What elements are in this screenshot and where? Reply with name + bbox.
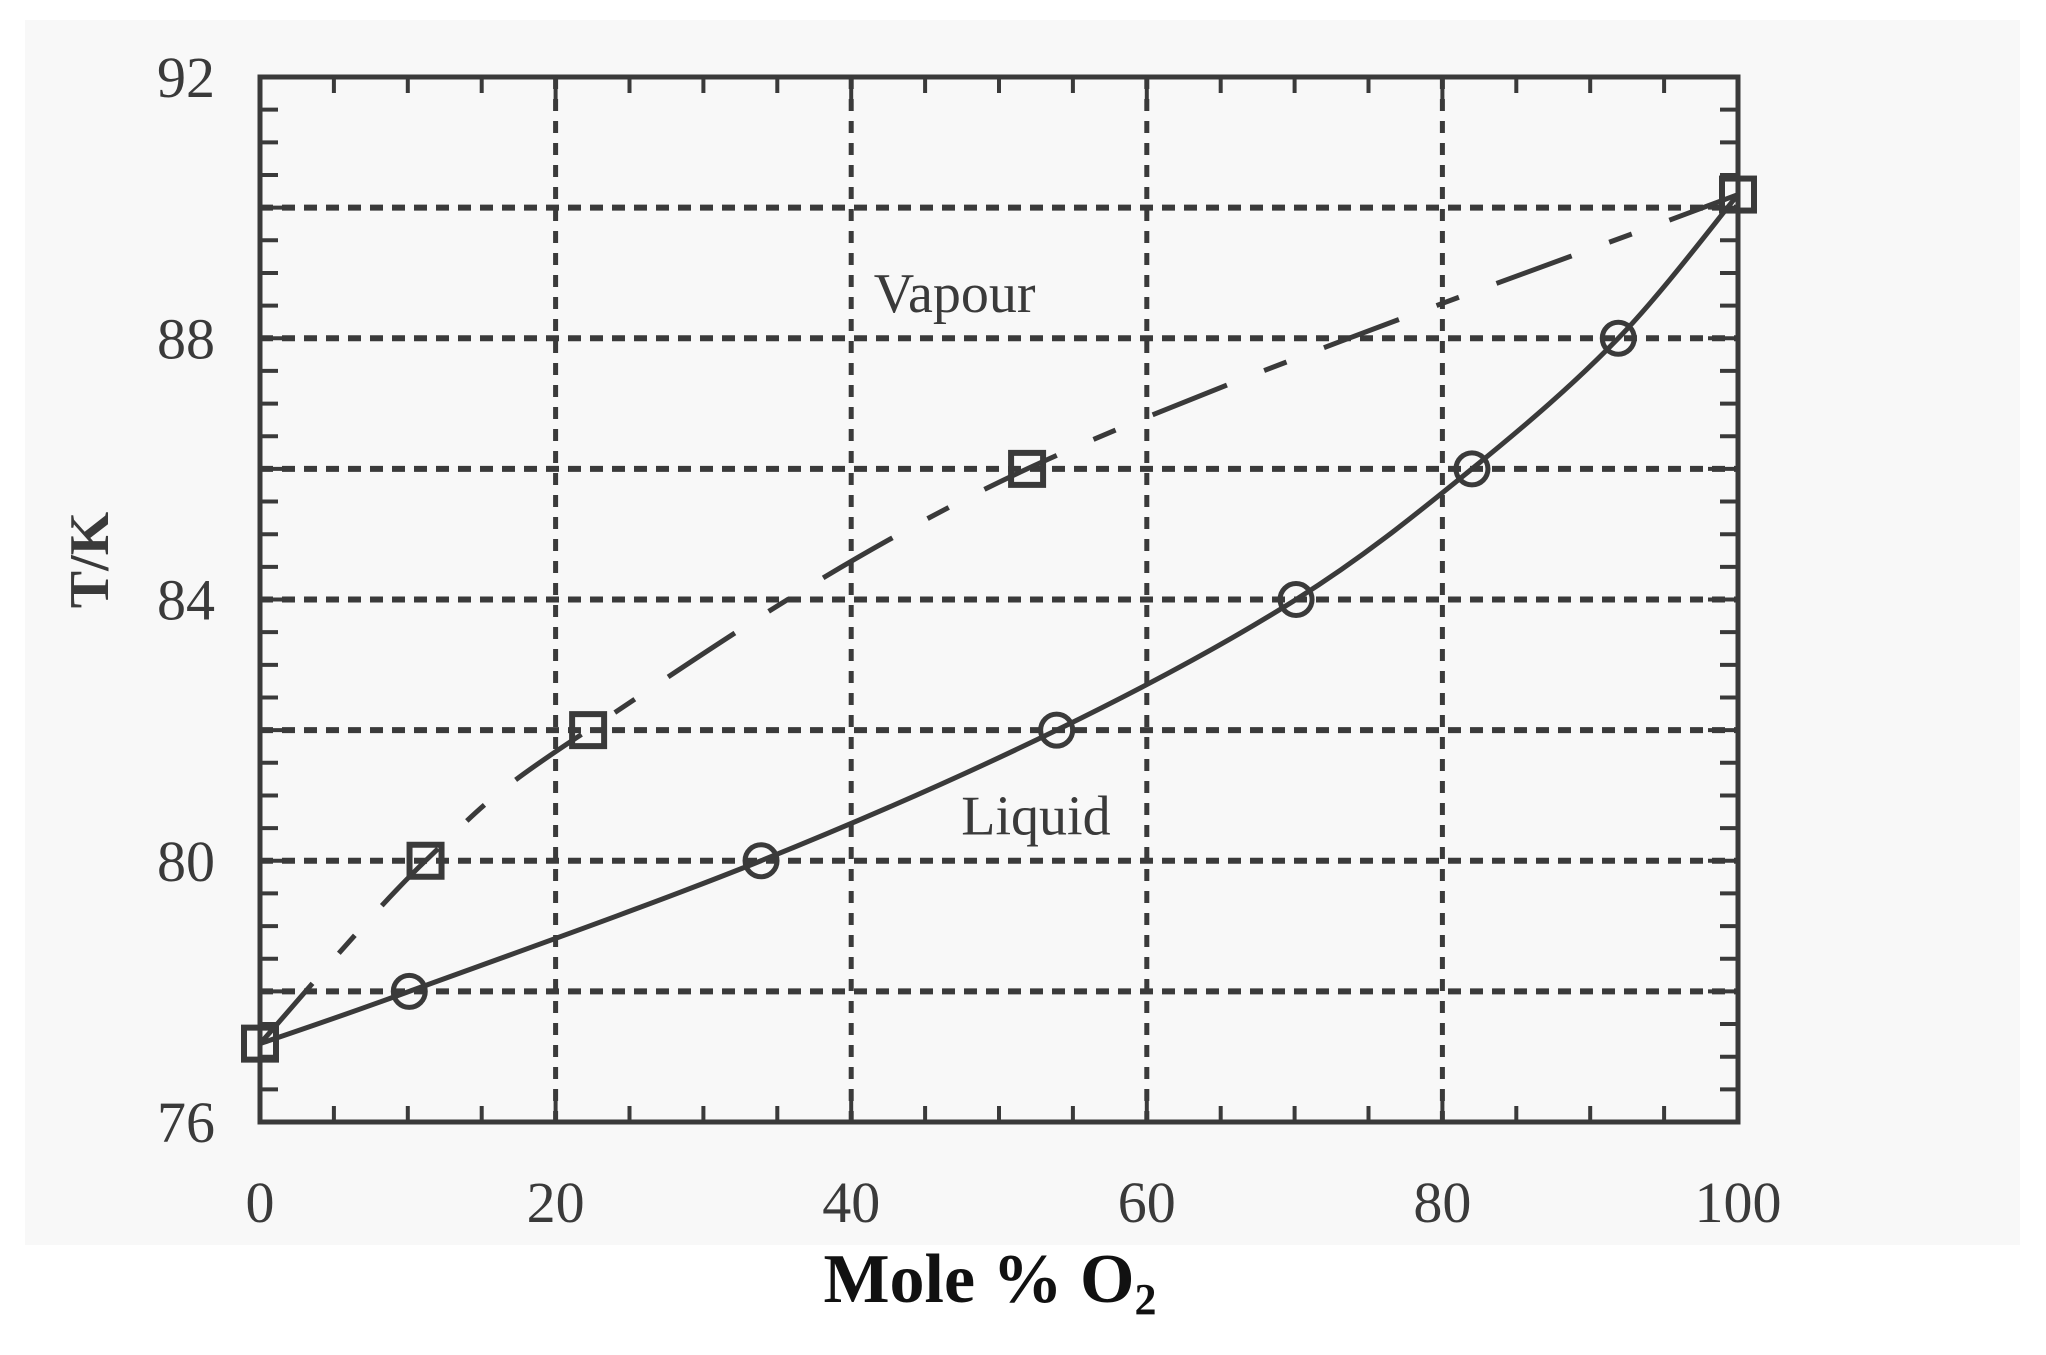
- region-labels: Vapour Liquid: [874, 263, 1111, 848]
- y-axis-title-text: T/K: [59, 511, 121, 608]
- x-tick-label: 80: [1413, 1170, 1471, 1235]
- liquid-curve: [259, 192, 1740, 1046]
- y-tick-label: 92: [157, 45, 215, 110]
- vapour-curve: [258, 192, 1739, 1046]
- y-tick-label: 80: [157, 829, 215, 894]
- x-tick-label: 20: [527, 1170, 585, 1235]
- x-tick-label: 0: [246, 1170, 275, 1235]
- square-marker: [1719, 175, 1757, 214]
- square-marker: [569, 711, 608, 750]
- x-axis-title-main: Mole % O: [823, 1241, 1134, 1318]
- circle-marker: [1599, 319, 1637, 357]
- square-marker: [1008, 449, 1047, 488]
- region-label-liquid: Liquid: [961, 786, 1110, 848]
- circle-marker: [1453, 450, 1491, 488]
- x-axis-title: Mole % O2: [823, 1241, 1156, 1324]
- x-tick-labels: 0 20 40 60 80 100: [246, 1170, 1782, 1235]
- plot-frame: [257, 74, 1741, 1125]
- y-tick-label: 88: [157, 306, 215, 371]
- circle-marker: [1038, 711, 1076, 749]
- gridlines: [260, 77, 1738, 1122]
- x-tick-label: 100: [1695, 1170, 1782, 1235]
- region-label-vapour: Vapour: [874, 263, 1036, 325]
- circle-marker: [742, 842, 780, 880]
- data-series: [241, 175, 1757, 1063]
- figure-panel: [25, 20, 2020, 1245]
- x-tick-label: 60: [1118, 1170, 1176, 1235]
- square-marker: [406, 841, 445, 880]
- y-tick-label: 84: [157, 568, 215, 633]
- y-tick-labels: 76 80 84 88 92: [157, 45, 215, 1155]
- minor-ticks: [258, 75, 1740, 1124]
- x-tick-label: 40: [822, 1170, 880, 1235]
- square-marker: [241, 1024, 279, 1063]
- x-axis-title-subscript: 2: [1135, 1275, 1157, 1324]
- y-tick-label: 76: [157, 1090, 215, 1155]
- circle-marker: [390, 972, 428, 1010]
- y-axis-title: T/K: [59, 511, 121, 608]
- circle-marker: [1277, 581, 1315, 618]
